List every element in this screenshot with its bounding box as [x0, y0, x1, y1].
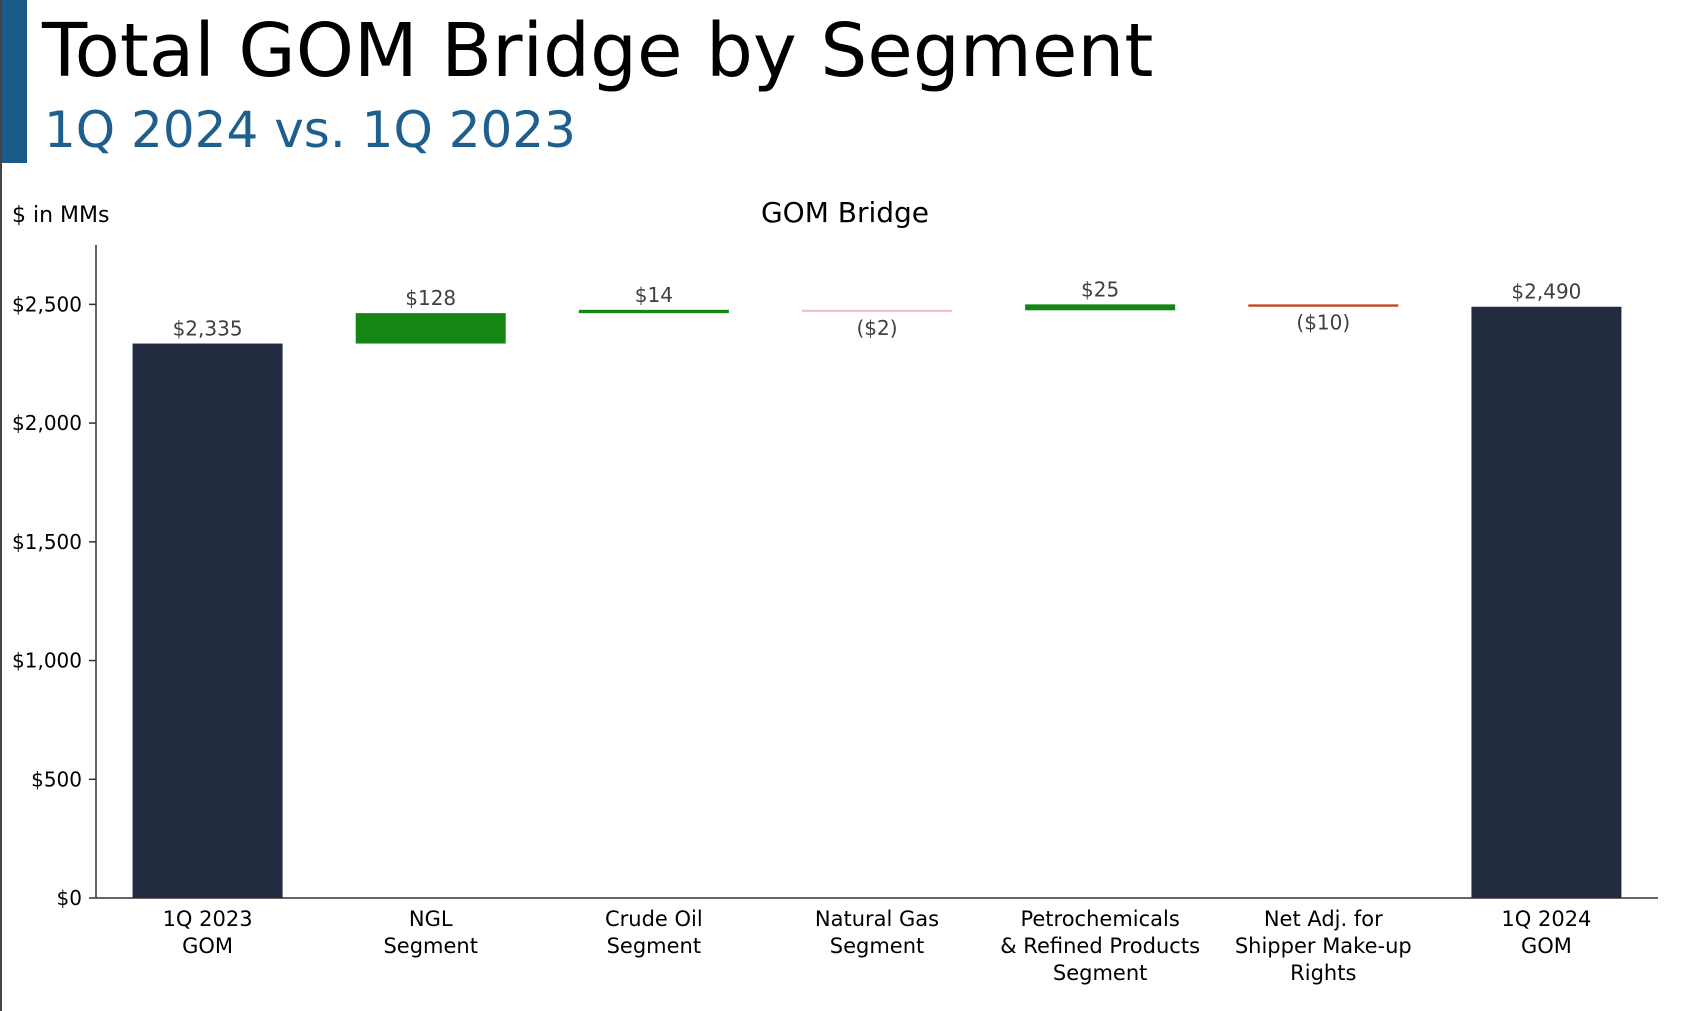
change-bar	[1248, 304, 1399, 307]
x-tick-label: Natural Gas Segment	[815, 907, 939, 958]
data-label: $14	[635, 283, 673, 307]
x-tick-label-line: GOM	[182, 934, 233, 958]
x-tick-label: Petrochemicals & Refined Products Segment	[1000, 907, 1200, 985]
total-bar	[132, 343, 283, 898]
x-tick-label-line: Segment	[607, 934, 702, 958]
title-accent-bar	[2, 0, 27, 163]
x-tick-label-line: 1Q 2024	[1501, 907, 1591, 931]
x-tick-label-line: Rights	[1290, 961, 1356, 985]
x-tick-label-line: Crude Oil	[605, 907, 703, 931]
data-label: $25	[1081, 277, 1119, 301]
y-tick-label: $2,500	[12, 292, 82, 316]
x-tick-label-line: NGL	[409, 907, 453, 931]
data-label: ($2)	[856, 316, 897, 340]
chart-title: GOM Bridge	[761, 196, 929, 229]
x-tick-label: Net Adj. for Shipper Make-up Rights	[1235, 907, 1412, 985]
y-tick-label: $1,500	[12, 530, 82, 554]
x-tick-label-line: Shipper Make-up	[1235, 934, 1412, 958]
data-label: $2,335	[173, 317, 243, 341]
bars	[132, 304, 1622, 899]
x-tick-label-line: Natural Gas	[815, 907, 939, 931]
x-tick-label-line: GOM	[1521, 934, 1572, 958]
change-bar	[355, 313, 506, 344]
x-tick-label: NGL Segment	[383, 907, 478, 958]
x-tick-label-line: Segment	[1053, 961, 1148, 985]
slide-left-edge	[0, 0, 2, 1011]
x-tick-label: 1Q 2023 GOM	[163, 907, 253, 958]
y-tick-label: $2,000	[12, 411, 82, 435]
data-labels: $2,335 $128 $14 ($2) $25 ($10) $2,490	[173, 277, 1582, 340]
y-tick-label: $1,000	[12, 649, 82, 673]
total-bar	[1471, 306, 1622, 899]
x-tick-label-line: 1Q 2023	[163, 907, 253, 931]
change-bar	[1025, 304, 1176, 311]
data-label: ($10)	[1296, 311, 1350, 335]
change-bar	[802, 309, 952, 312]
x-tick-label: 1Q 2024 GOM	[1501, 907, 1591, 958]
slide-title: Total GOM Bridge by Segment	[42, 8, 1154, 94]
x-tick-label-line: Segment	[383, 934, 478, 958]
slide-subtitle: 1Q 2024 vs. 1Q 2023	[44, 101, 576, 159]
x-tick-label: Crude Oil Segment	[605, 907, 703, 958]
x-tick-label-line: Net Adj. for	[1264, 907, 1383, 931]
x-tick-label-line: Segment	[830, 934, 925, 958]
x-tick-label-line: & Refined Products	[1000, 934, 1200, 958]
x-tick-label-line: Petrochemicals	[1020, 907, 1179, 931]
y-tick-label: $500	[31, 767, 82, 791]
units-label: $ in MMs	[12, 203, 109, 228]
y-tick-label: $0	[57, 886, 82, 910]
data-label: $128	[405, 286, 456, 310]
data-label: $2,490	[1511, 280, 1581, 304]
y-axis: $0 $500 $1,000 $1,500 $2,000 $2,500	[12, 245, 97, 910]
change-bar	[578, 309, 729, 314]
